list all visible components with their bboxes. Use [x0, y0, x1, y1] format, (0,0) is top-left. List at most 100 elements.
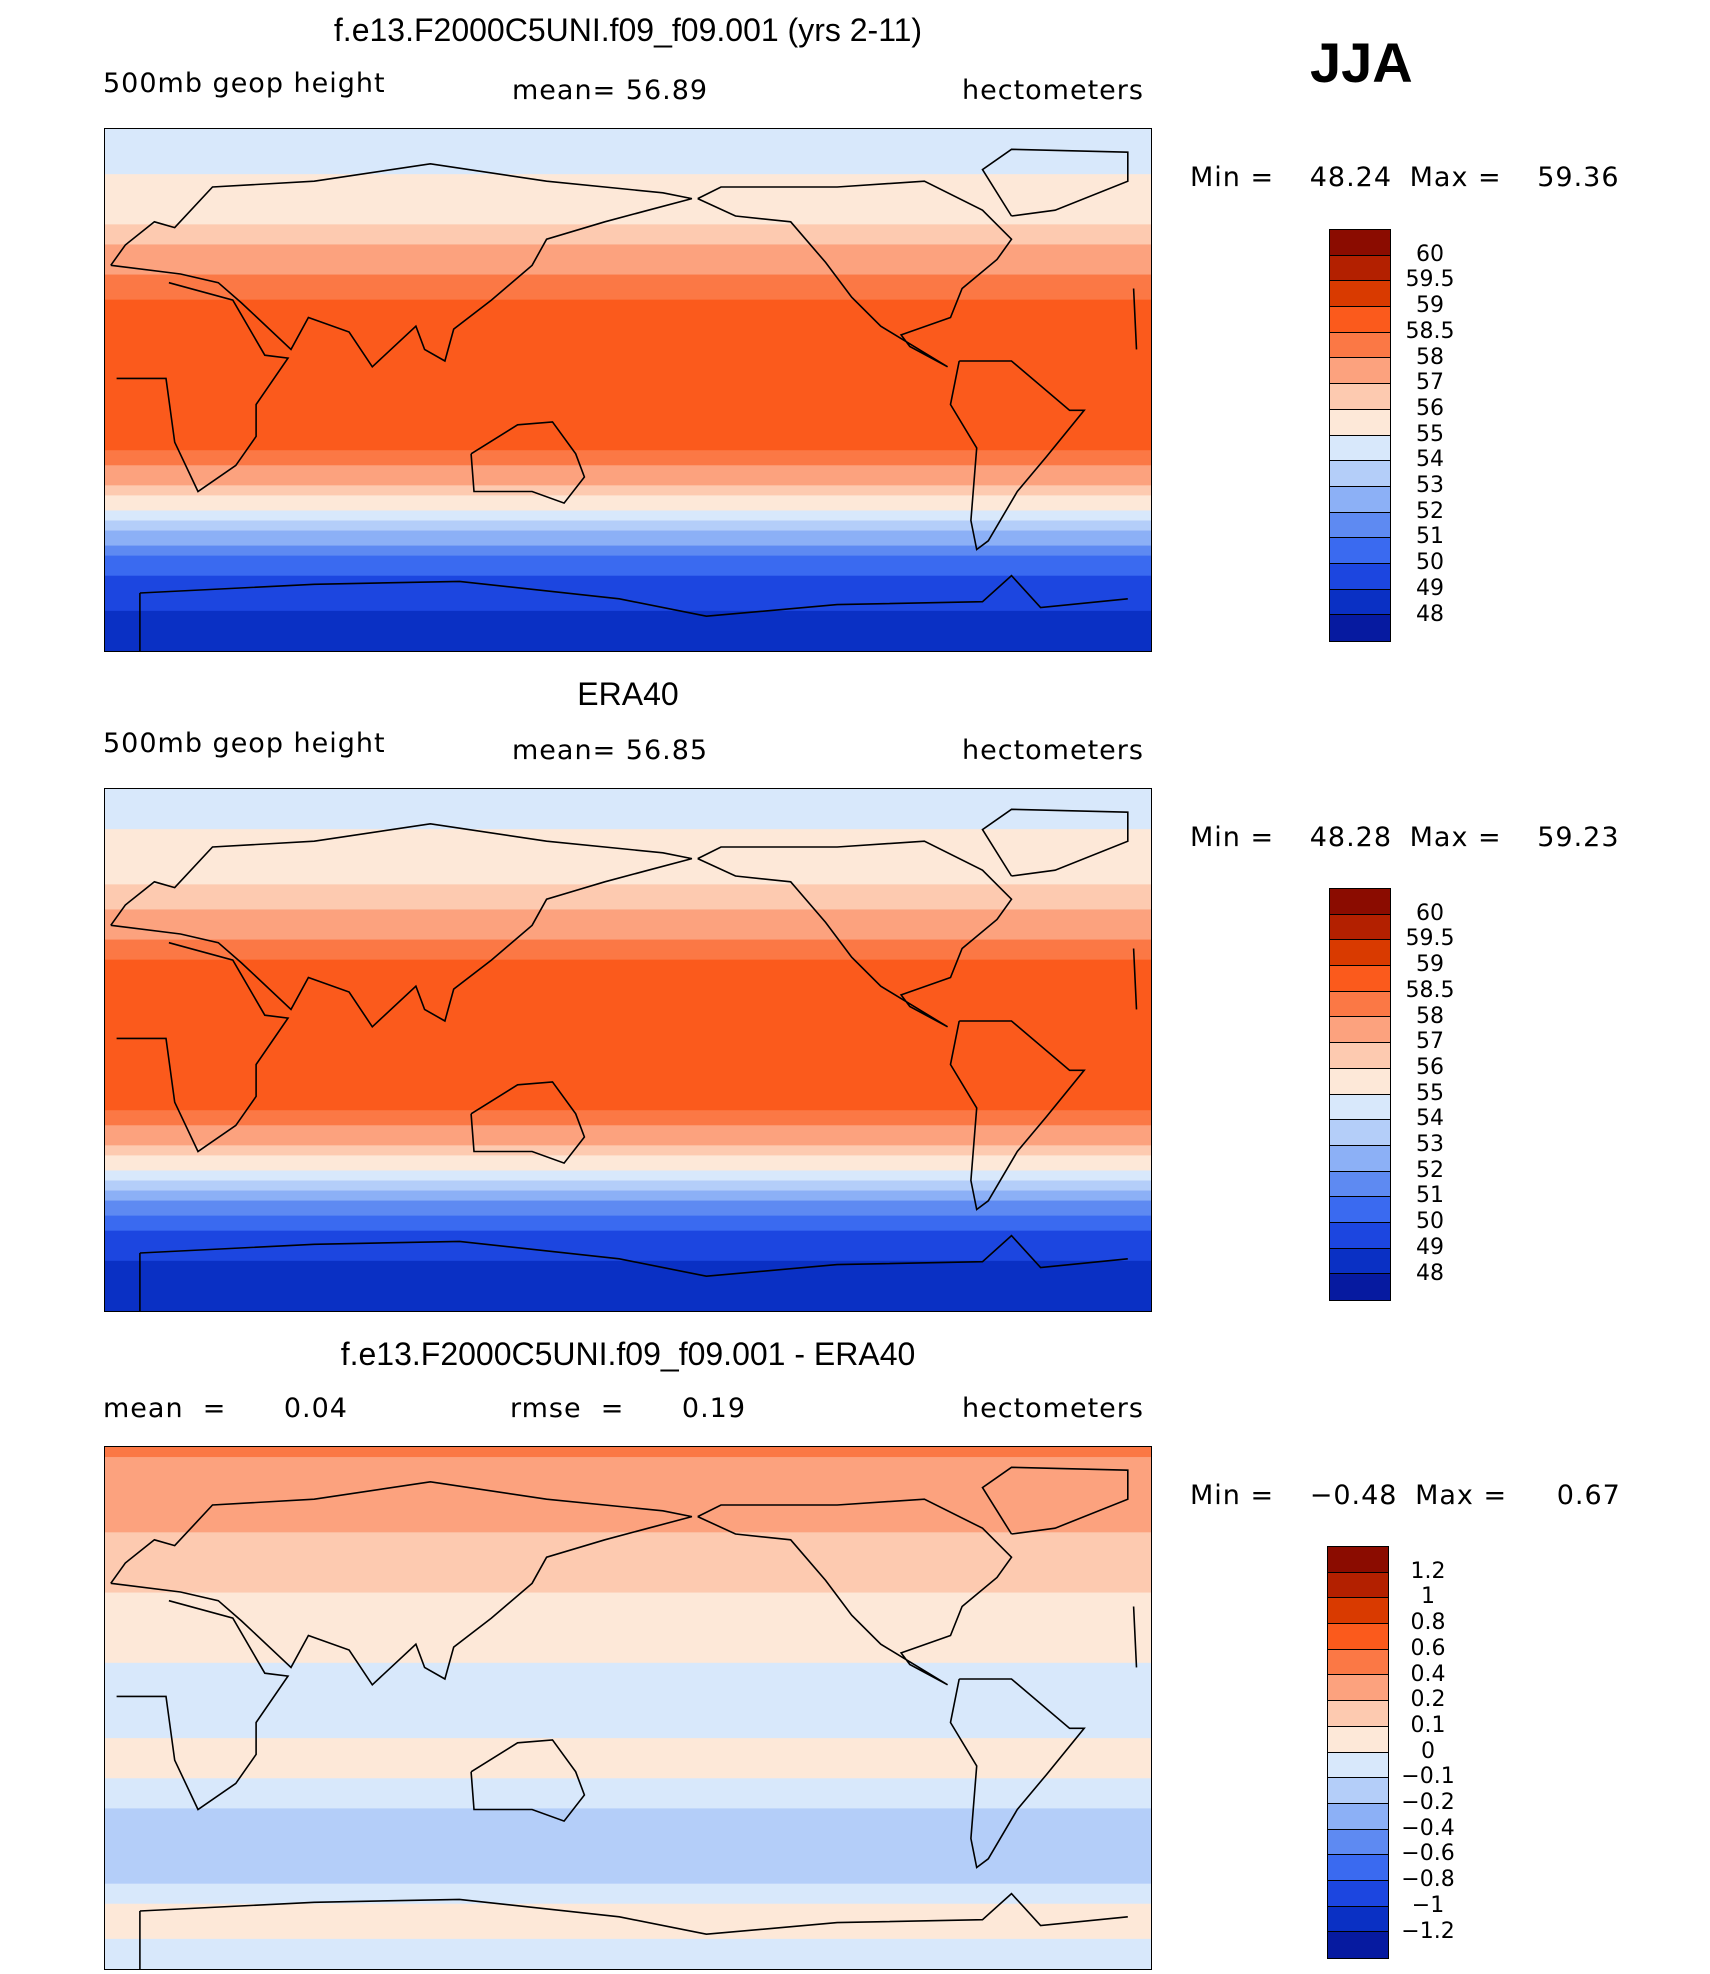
field-band	[105, 334, 1151, 341]
field-band	[105, 1803, 1151, 1809]
field-band	[105, 1522, 1151, 1528]
field-band	[105, 189, 1151, 195]
field-band	[105, 1235, 1151, 1242]
field-band	[105, 234, 1151, 241]
field-band	[105, 495, 1151, 502]
field-band	[105, 364, 1151, 371]
field-band	[105, 314, 1151, 321]
panel-1-min-label: Min =	[1190, 162, 1275, 193]
colorbar-label: 55	[1416, 1080, 1444, 1106]
field-band	[105, 304, 1151, 311]
coastline	[110, 1480, 693, 1687]
field-band	[105, 420, 1151, 426]
colorbar-label: 48	[1416, 1260, 1444, 1286]
field-band	[105, 889, 1151, 896]
field-band	[105, 1592, 1151, 1599]
colorbar-label: 0.6	[1410, 1635, 1446, 1661]
field-band	[105, 1185, 1151, 1192]
field-band	[105, 1105, 1151, 1111]
field-band	[105, 1713, 1151, 1719]
field-band	[105, 1270, 1151, 1277]
field-band	[105, 799, 1151, 805]
field-band	[105, 219, 1151, 225]
colorbar-label: 54	[1416, 447, 1444, 473]
colorbar-label: 58.5	[1405, 977, 1455, 1003]
colorbar-box	[1330, 1068, 1390, 1095]
coastline	[116, 281, 1138, 493]
field-band	[105, 585, 1151, 592]
colorbar-box	[1330, 461, 1390, 487]
field-band	[105, 384, 1151, 391]
field-band	[105, 1100, 1151, 1106]
field-band	[105, 1130, 1151, 1136]
field-band	[105, 390, 1151, 396]
panel-2-colorbar	[1329, 888, 1391, 1301]
colorbar-label: 49	[1416, 575, 1444, 601]
field-band	[105, 1300, 1151, 1307]
field-band	[105, 1647, 1151, 1654]
field-band	[105, 979, 1151, 986]
field-band	[105, 1723, 1151, 1729]
field-band	[105, 794, 1151, 800]
field-band	[105, 179, 1151, 185]
panel-3-center-label: rmse = 0.19	[510, 1393, 747, 1424]
field-band	[105, 615, 1151, 622]
colorbar-label: −0.1	[1401, 1764, 1455, 1790]
field-band	[105, 1848, 1151, 1855]
field-band	[105, 144, 1151, 150]
colorbar-label: 58	[1416, 1003, 1444, 1029]
panel-1-minmax: Min = 48.24 Max = 59.36	[1190, 162, 1620, 193]
field-band	[105, 595, 1151, 602]
panel-2-min-value: 48.28	[1309, 822, 1393, 853]
field-band	[105, 1250, 1151, 1257]
field-band	[105, 154, 1151, 160]
field-band	[105, 1863, 1151, 1870]
colorbar-box	[1330, 307, 1390, 333]
field-band	[105, 839, 1151, 845]
colorbar-label: −0.6	[1401, 1841, 1455, 1867]
colorbar-label: 1	[1421, 1584, 1435, 1610]
field-band	[105, 645, 1151, 651]
field-band	[105, 1808, 1151, 1815]
field-band	[105, 1893, 1151, 1900]
field-band	[105, 934, 1151, 941]
field-band	[105, 575, 1151, 582]
colorbar-box	[1328, 1726, 1388, 1753]
field-band	[105, 169, 1151, 175]
field-band	[105, 294, 1151, 301]
field-band	[105, 1140, 1151, 1146]
colorbar-label: 51	[1416, 1183, 1444, 1209]
field-band	[105, 625, 1151, 632]
field-band	[105, 1055, 1151, 1061]
season-label: JJA	[1310, 31, 1413, 94]
coastline	[470, 1081, 586, 1165]
field-band	[105, 184, 1151, 190]
colorbar-box	[1330, 589, 1390, 616]
field-band	[105, 374, 1151, 381]
panel-2-max-value: 59.23	[1537, 822, 1620, 853]
field-band	[105, 1938, 1151, 1945]
field-band	[105, 824, 1151, 830]
field-band	[105, 430, 1151, 436]
field-band	[105, 1050, 1151, 1056]
field-band	[105, 239, 1151, 246]
coastline	[470, 421, 586, 505]
field-band	[105, 1672, 1151, 1679]
colorbar-label: 0.4	[1410, 1661, 1446, 1687]
field-band	[105, 1838, 1151, 1845]
field-band	[105, 1577, 1151, 1584]
field-band	[105, 1557, 1151, 1564]
field-band	[105, 164, 1151, 170]
field-band	[105, 1582, 1151, 1589]
field-band	[105, 1923, 1151, 1930]
field-band	[105, 274, 1151, 281]
field-band	[105, 1778, 1151, 1784]
field-band	[105, 485, 1151, 491]
panel-1-max-label: Max =	[1409, 162, 1502, 193]
coastline	[949, 1678, 1086, 1869]
colorbar-box	[1328, 1572, 1388, 1599]
field-band	[105, 819, 1151, 825]
field-band	[105, 289, 1151, 296]
field-band	[105, 1728, 1151, 1734]
field-band	[105, 214, 1151, 220]
